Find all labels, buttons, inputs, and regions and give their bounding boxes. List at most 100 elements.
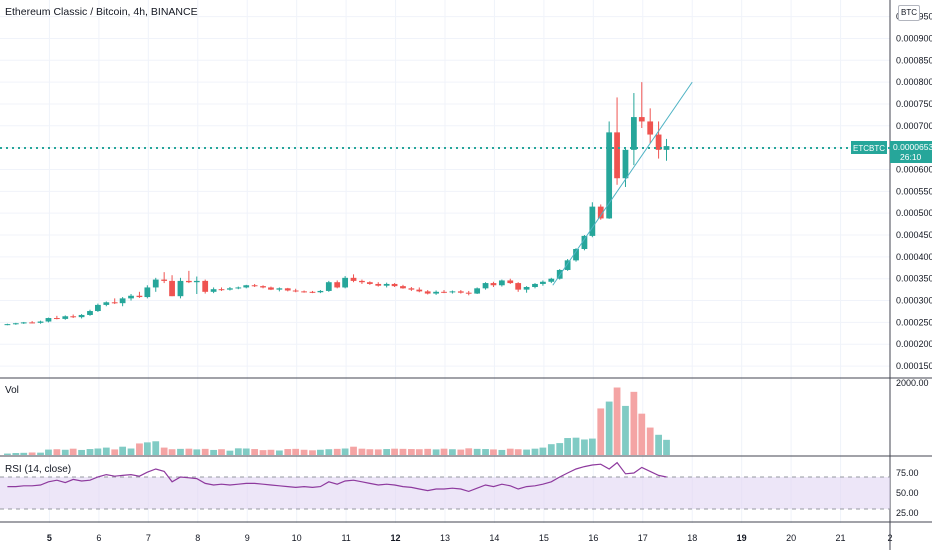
volume-bar	[539, 447, 547, 455]
candle-body	[655, 134, 662, 150]
volume-bar	[37, 452, 44, 455]
candle-body	[276, 288, 283, 290]
candle-body	[29, 322, 36, 324]
time-axis-label: 16	[588, 533, 598, 543]
volume-bar	[86, 449, 94, 455]
candle-body	[465, 292, 472, 294]
volume-bar	[341, 448, 349, 455]
volume-bar	[284, 449, 292, 455]
volume-bar	[613, 387, 621, 455]
candle-body	[532, 283, 538, 288]
candle-body	[457, 291, 464, 293]
candle-body	[243, 285, 250, 288]
volume-bar	[415, 449, 423, 455]
volume-bar	[69, 448, 77, 455]
time-axis-label: 7	[146, 533, 151, 543]
volume-bar	[127, 448, 135, 455]
volume-bar	[547, 444, 555, 455]
time-axis-label: 9	[245, 533, 250, 543]
candle-body	[350, 277, 357, 281]
rsi-band	[0, 477, 890, 509]
volume-axis-label: 2000.00	[896, 378, 929, 388]
candle-body	[449, 291, 456, 293]
candle-body	[424, 291, 431, 294]
volume-bar	[251, 449, 259, 455]
candle-body	[309, 291, 316, 293]
volume-bar	[78, 449, 85, 455]
volume-bar	[218, 449, 225, 455]
volume-bar	[399, 448, 407, 455]
volume-bar	[333, 448, 341, 455]
volume-bar	[391, 448, 398, 455]
volume-bar	[152, 441, 160, 455]
time-axis-label: 18	[687, 533, 697, 543]
volume-bar	[210, 449, 217, 455]
volume-bars	[4, 387, 670, 455]
candle-body	[359, 280, 365, 283]
candle-body	[227, 288, 233, 290]
rsi-axis-label: 25.00	[896, 508, 919, 518]
volume-bar	[111, 449, 119, 455]
bar-countdown-label: 26:10	[900, 152, 922, 162]
volume-bar	[325, 449, 333, 455]
candle-body	[87, 311, 93, 315]
volume-bar	[28, 452, 36, 455]
symbol-tag	[851, 141, 887, 154]
rsi-pane-label: RSI (14, close)	[5, 464, 72, 475]
candle-body	[523, 287, 530, 290]
volume-bar	[449, 449, 456, 455]
chart-title: Ethereum Classic / Bitcoin, 4h, BINANCE	[5, 6, 198, 18]
candle-body	[597, 206, 604, 219]
volume-bar	[581, 439, 588, 455]
candle-body	[128, 295, 134, 299]
candle-body	[490, 283, 497, 286]
volume-bar	[242, 448, 250, 455]
volume-bar	[94, 448, 102, 455]
candle-body	[4, 324, 11, 326]
volume-bar	[588, 438, 596, 455]
volume-bar	[482, 449, 489, 455]
currency-button[interactable]: BTC	[898, 5, 920, 21]
time-axis-label: 11	[341, 533, 350, 543]
volume-bar	[119, 446, 127, 455]
trend-line[interactable]	[552, 81, 693, 286]
candle-body	[53, 318, 60, 320]
time-axis-label: 15	[539, 533, 549, 543]
volume-bar	[514, 449, 522, 455]
volume-bar	[465, 448, 473, 455]
candle-body	[366, 282, 373, 284]
volume-bar	[556, 443, 564, 455]
volume-bar	[498, 449, 506, 455]
volume-bar	[646, 427, 654, 455]
candle-body	[62, 316, 69, 319]
candles	[4, 82, 670, 326]
volume-bar	[143, 442, 151, 455]
volume-bar	[663, 439, 670, 455]
grid	[0, 0, 890, 523]
candle-body	[548, 278, 555, 282]
candle-body	[630, 117, 637, 150]
candle-body	[622, 149, 629, 179]
rsi-axis-label: 75.00	[896, 468, 919, 478]
volume-bar	[597, 408, 605, 455]
volume-bar	[177, 448, 184, 455]
volume-bar	[267, 449, 275, 455]
volume-bar	[523, 449, 530, 455]
volume-bar	[259, 450, 267, 455]
volume-bar	[374, 449, 382, 455]
candle-body	[638, 117, 645, 122]
candle-body	[317, 290, 324, 293]
volume-bar	[160, 447, 168, 455]
volume-bar	[45, 449, 52, 455]
candle-body	[119, 298, 126, 304]
time-axis-label: 19	[737, 533, 747, 543]
